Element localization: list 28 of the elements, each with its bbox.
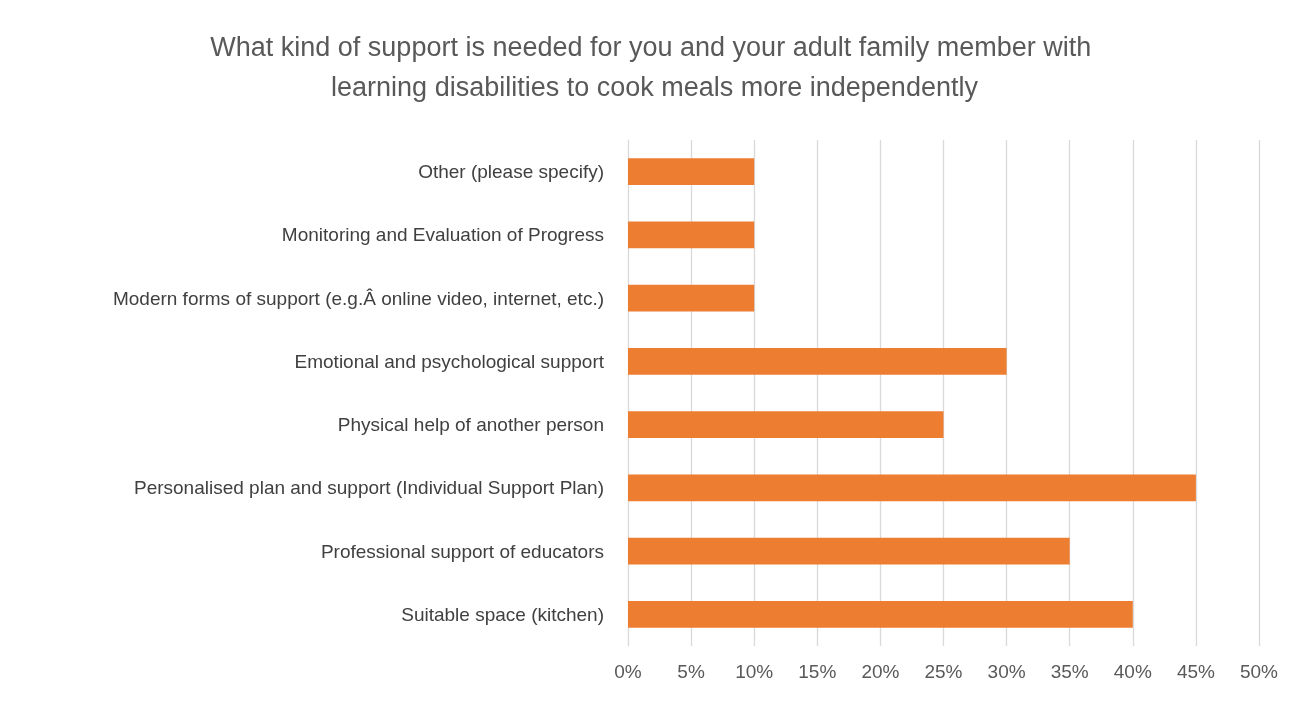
- y-tick-label: Physical help of another person: [337, 414, 604, 436]
- y-tick-label: Suitable space (kitchen): [401, 603, 604, 625]
- x-tick-label: 0%: [614, 661, 642, 682]
- bar: [628, 348, 1007, 375]
- y-tick-label: Monitoring and Evaluation of Progress: [281, 224, 604, 246]
- bar: [628, 221, 755, 249]
- y-tick-label: Other (please specify): [418, 161, 604, 183]
- bar: [628, 601, 1133, 628]
- x-tick-label: 35%: [1050, 661, 1089, 682]
- x-tick-label: 30%: [987, 661, 1026, 682]
- x-tick-label: 15%: [798, 661, 837, 682]
- x-tick-label: 25%: [924, 661, 963, 682]
- bar: [628, 158, 755, 185]
- x-tick-label: 20%: [861, 661, 900, 682]
- y-tick-label: Emotional and psychological support: [294, 350, 605, 372]
- y-tick-label: Professional support of educators: [320, 540, 604, 562]
- x-tick-label: 10%: [735, 661, 774, 682]
- x-tick-label: 45%: [1176, 661, 1216, 682]
- y-tick-label: Personalised plan and support (Individual Support Plan): [133, 477, 604, 499]
- bar: [628, 474, 1196, 502]
- bar: [628, 537, 1070, 565]
- bar: [628, 284, 755, 312]
- bar: [628, 411, 944, 438]
- y-tick-label: Modern forms of support (e.g.Â online video, internet, etc.): [112, 287, 604, 309]
- x-tick-label: 50%: [1239, 661, 1279, 682]
- chart-title: What kind of support is needed for you and your adult family member with learning disabilities to cook meals more independently: [210, 32, 1099, 102]
- x-tick-label: 40%: [1113, 661, 1152, 682]
- x-tick-label: 5%: [677, 661, 705, 682]
